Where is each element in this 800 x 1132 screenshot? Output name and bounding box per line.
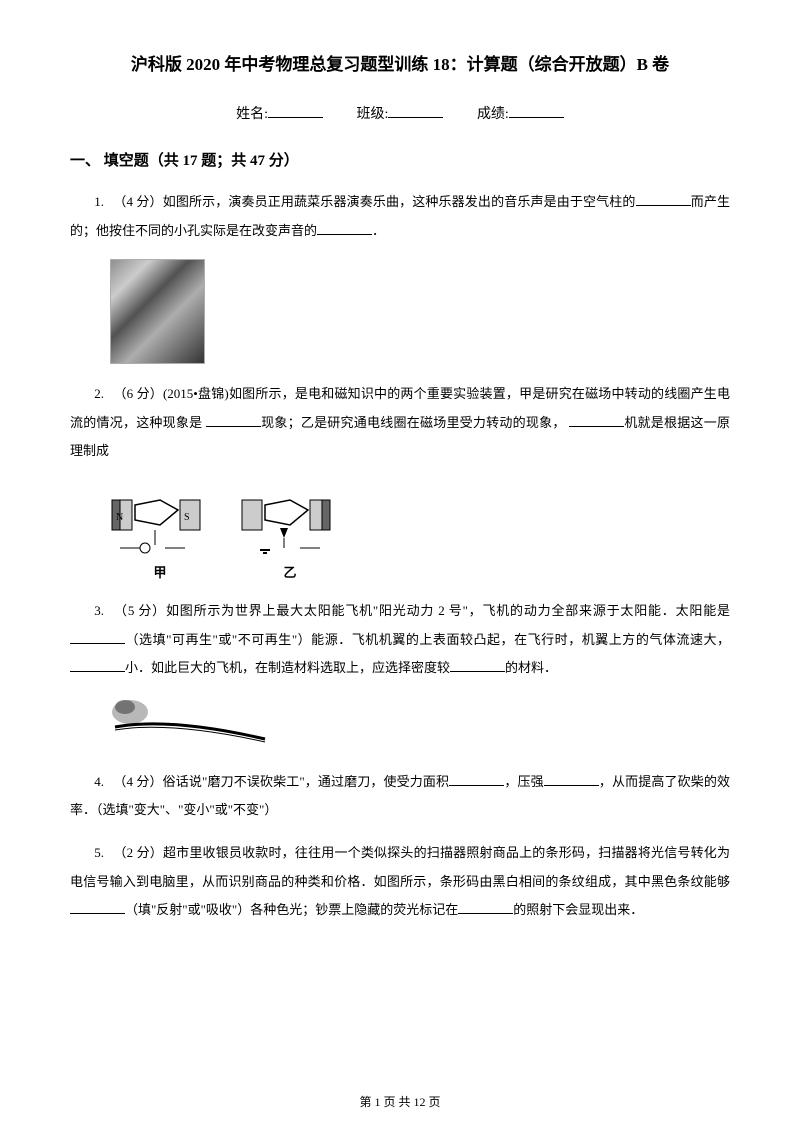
- q5-number: 5.: [70, 839, 110, 868]
- q1-points: （4 分）: [113, 194, 162, 209]
- question-4: 4. （4 分）俗话说"磨刀不误砍柴工"，通过磨刀，使受力面积，压强，从而提高了…: [70, 768, 730, 825]
- q3-text-c: 小．如此巨大的飞机，在制造材料选取上，应选择密度较: [125, 660, 450, 675]
- q5-text-a: 超市里收银员收款时，往往用一个类似探头的扫描器照射商品上的条形码，扫描器将光信号…: [70, 845, 730, 889]
- q4-text-b: ，压强: [504, 774, 544, 789]
- figure-q2: N S 甲: [110, 480, 730, 581]
- footer-suffix: 页: [426, 1095, 441, 1109]
- q5-text-b: （填"反射"或"吸收"）各种色光；钞票上隐藏的荧光标记在: [125, 902, 458, 917]
- q2-number: 2.: [70, 380, 110, 409]
- question-2: 2. （6 分）(2015•盘锦)如图所示，是电和磁知识中的两个重要实验装置，甲…: [70, 380, 730, 466]
- question-1: 1. （4 分）如图所示，演奏员正用蔬菜乐器演奏乐曲，这种乐器发出的音乐声是由于…: [70, 188, 730, 245]
- svg-text:S: S: [184, 512, 190, 523]
- q3-text-d: 的材料．: [505, 660, 557, 675]
- q3-number: 3.: [70, 597, 110, 626]
- q2-blank-1[interactable]: [206, 415, 261, 427]
- q2-image-b: [240, 480, 340, 560]
- q4-number: 4.: [70, 768, 110, 797]
- class-blank[interactable]: [388, 104, 443, 118]
- q2-text-b: 现象；乙是研究通电线圈在磁场里受力转动的现象，: [261, 415, 569, 430]
- q4-text-a: 俗话说"磨刀不误砍柴工"，通过磨刀，使受力面积: [163, 774, 450, 789]
- q1-number: 1.: [70, 188, 110, 217]
- figure-q1: [110, 259, 730, 364]
- figure-q3: [110, 697, 730, 752]
- q1-text-a: 如图所示，演奏员正用蔬菜乐器演奏乐曲，这种乐器发出的音乐声是由于空气柱的: [163, 194, 636, 209]
- q5-blank-1[interactable]: [70, 902, 125, 914]
- q3-text-a: 如图所示为世界上最大太阳能飞机"阳光动力 2 号"，飞机的动力全部来源于太阳能．…: [166, 603, 730, 618]
- q4-points: （4 分）: [113, 774, 162, 789]
- q2-points: （6 分）: [113, 386, 163, 401]
- name-label: 姓名:: [236, 107, 268, 122]
- q5-blank-2[interactable]: [458, 902, 513, 914]
- page-footer: 第 1 页 共 12 页: [0, 1093, 800, 1110]
- q4-blank-1[interactable]: [449, 774, 504, 786]
- q3-points: （5 分）: [114, 603, 166, 618]
- q5-points: （2 分）: [113, 845, 163, 860]
- class-label: 班级:: [357, 107, 389, 122]
- section-header: 一、 填空题（共 17 题；共 47 分）: [70, 149, 730, 170]
- q2-label-a: 甲: [110, 562, 210, 581]
- q3-blank-2[interactable]: [70, 660, 125, 672]
- q2-blank-2[interactable]: [569, 415, 624, 427]
- exam-title: 沪科版 2020 年中考物理总复习题型训练 18：计算题（综合开放题）B 卷: [70, 50, 730, 75]
- question-5: 5. （2 分）超市里收银员收款时，往往用一个类似探头的扫描器照射商品上的条形码…: [70, 839, 730, 925]
- q3-image: [110, 697, 270, 752]
- footer-total: 12: [414, 1095, 426, 1109]
- q3-blank-3[interactable]: [450, 660, 505, 672]
- q1-text-c: ．: [372, 223, 385, 238]
- q3-blank-1[interactable]: [70, 632, 125, 644]
- score-label: 成绩:: [477, 107, 509, 122]
- q1-image: [110, 259, 205, 364]
- q4-blank-2[interactable]: [544, 774, 599, 786]
- q2-image-a: N S: [110, 480, 210, 560]
- q2-source: (2015•盘锦): [163, 386, 229, 401]
- name-blank[interactable]: [268, 104, 323, 118]
- footer-prefix: 第: [359, 1095, 374, 1109]
- q1-blank-1[interactable]: [636, 194, 691, 206]
- q2-label-b: 乙: [240, 562, 340, 581]
- student-info-line: 姓名: 班级: 成绩:: [70, 103, 730, 123]
- q5-text-c: 的照射下会显现出来．: [513, 902, 643, 917]
- footer-mid: 页 共: [380, 1095, 413, 1109]
- q3-text-b: （选填"可再生"或"不可再生"）能源．飞机机翼的上表面较凸起，在飞行时，机翼上方…: [125, 632, 730, 647]
- score-blank[interactable]: [509, 104, 564, 118]
- question-3: 3. （5 分）如图所示为世界上最大太阳能飞机"阳光动力 2 号"，飞机的动力全…: [70, 597, 730, 683]
- q1-blank-2[interactable]: [317, 223, 372, 235]
- svg-text:N: N: [116, 512, 123, 523]
